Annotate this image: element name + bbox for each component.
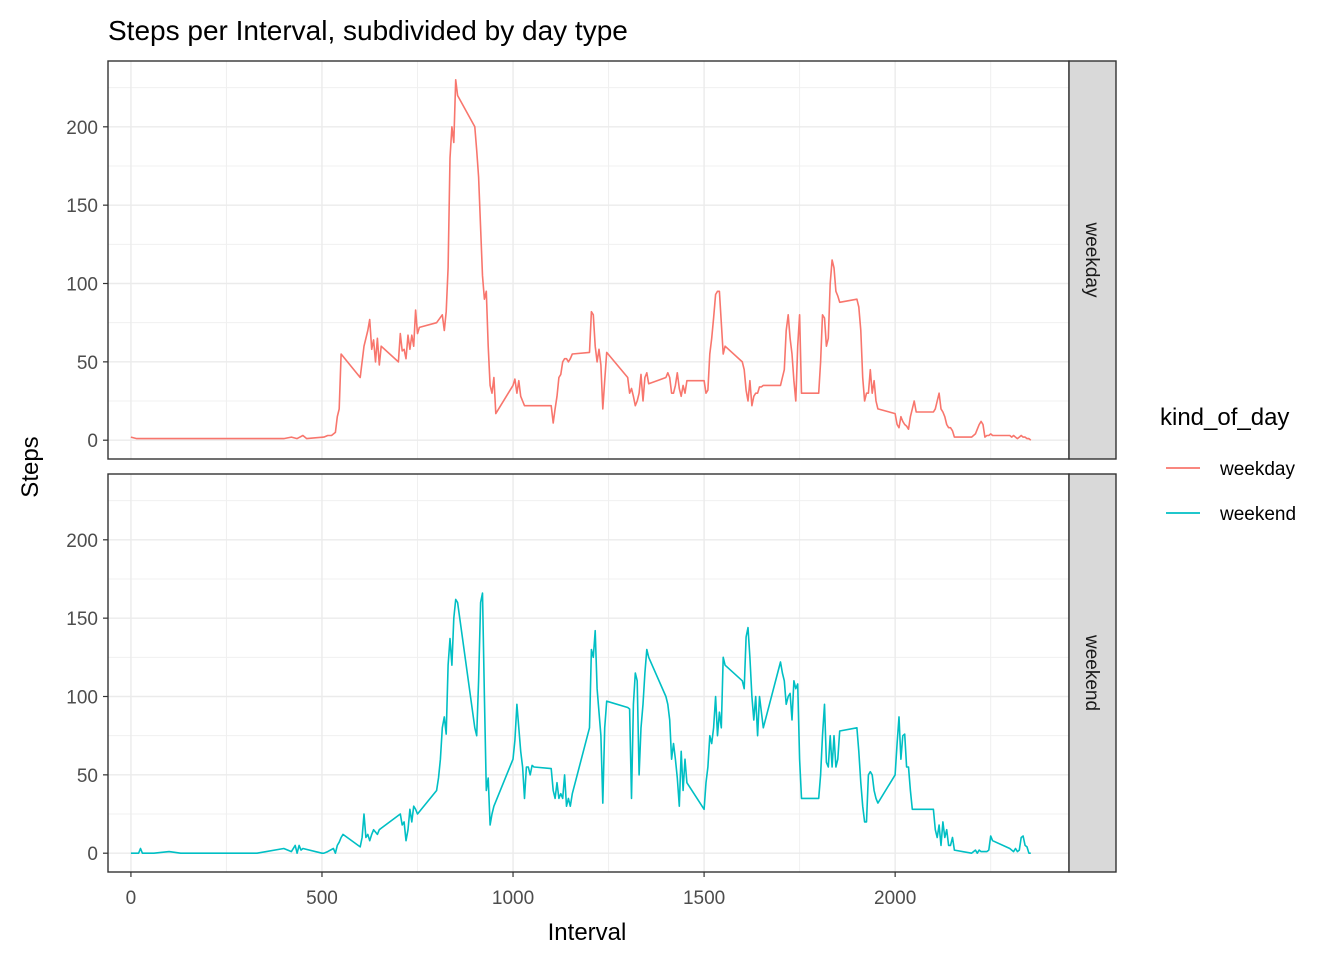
y-tick-label: 0: [87, 431, 98, 452]
x-tick-label: 500: [306, 888, 338, 909]
legend-title: kind_of_day: [1160, 404, 1289, 431]
y-axis-title: Steps: [17, 436, 44, 497]
y-tick-label: 150: [66, 196, 98, 217]
y-tick-label: 150: [66, 609, 98, 630]
y-tick-label: 100: [66, 688, 98, 709]
y-tick-label: 0: [87, 844, 98, 865]
y-tick-label: 200: [66, 118, 98, 139]
panel-weekday: weekday 0 50 100 150 200: [66, 60, 1117, 460]
facet-strip: [1068, 473, 1117, 873]
facet-strip-label: weekday: [1081, 222, 1102, 298]
y-tick-label: 100: [66, 275, 98, 296]
series-line-weekday: [130, 79, 1032, 441]
x-tick-label: 2000: [874, 888, 916, 909]
legend: kind_of_day weekday weekend: [1160, 404, 1296, 525]
legend-label-weekday: weekday: [1219, 459, 1295, 480]
panel-background: [108, 61, 1069, 459]
legend-item-weekend: weekend: [1166, 504, 1296, 525]
y-tick-label: 200: [66, 531, 98, 552]
panel-background: [108, 474, 1069, 872]
facet-strip-label: weekend: [1081, 634, 1102, 711]
chart-title: Steps per Interval, subdivided by day ty…: [108, 15, 628, 46]
y-tick-label: 50: [77, 766, 98, 787]
x-tick-label: 1000: [492, 888, 534, 909]
x-tick-label: 0: [126, 888, 137, 909]
facet-strip: [1068, 60, 1117, 460]
legend-label-weekend: weekend: [1219, 504, 1296, 525]
series-line-weekend: [130, 592, 1031, 854]
x-tick-label: 1500: [683, 888, 725, 909]
legend-item-weekday: weekday: [1166, 459, 1295, 480]
y-tick-label: 50: [77, 353, 98, 374]
x-axis-title: Interval: [548, 919, 627, 946]
